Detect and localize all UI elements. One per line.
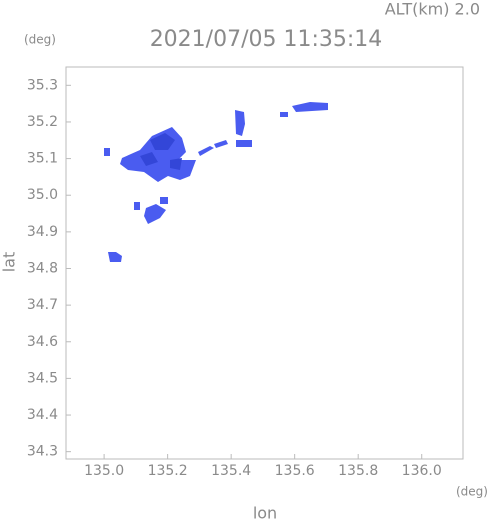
y-tick-label: 34.3 [27, 444, 58, 460]
echo [280, 102, 328, 117]
altitude-annotation: ALT(km) 2.0 [385, 0, 480, 19]
y-axis-label: lat [0, 252, 19, 273]
y-tick-label: 34.7 [27, 297, 58, 313]
x-tick-label: 135.6 [275, 463, 315, 479]
x-tick-label: 135.8 [338, 463, 378, 479]
echo [140, 133, 182, 170]
x-tick-label: 135.2 [148, 463, 188, 479]
y-unit: (deg) [24, 33, 56, 47]
x-tick-label: 136.0 [402, 463, 442, 479]
radar-echoes [104, 102, 328, 262]
y-tick-label: 34.8 [27, 260, 58, 276]
x-unit: (deg) [456, 485, 488, 499]
chart-title: 2021/07/05 11:35:14 [150, 27, 383, 52]
echo [235, 110, 252, 147]
y-tick-label: 34.4 [27, 407, 58, 423]
x-axis-label: lon [253, 504, 277, 521]
echo [134, 197, 168, 224]
y-tick-label: 35.0 [27, 187, 58, 203]
y-tick-label: 35.2 [27, 114, 58, 130]
echo [120, 127, 196, 182]
x-tick-label: 135.0 [84, 463, 124, 479]
echo [108, 252, 122, 262]
x-tick-label: 135.4 [211, 463, 251, 479]
y-tick-label: 34.5 [27, 370, 58, 386]
y-tick-label: 35.3 [27, 77, 58, 93]
y-tick-label: 35.1 [27, 151, 58, 167]
plot-frame [65, 66, 464, 460]
y-tick-label: 34.9 [27, 224, 58, 240]
y-tick-label: 34.6 [27, 334, 58, 350]
